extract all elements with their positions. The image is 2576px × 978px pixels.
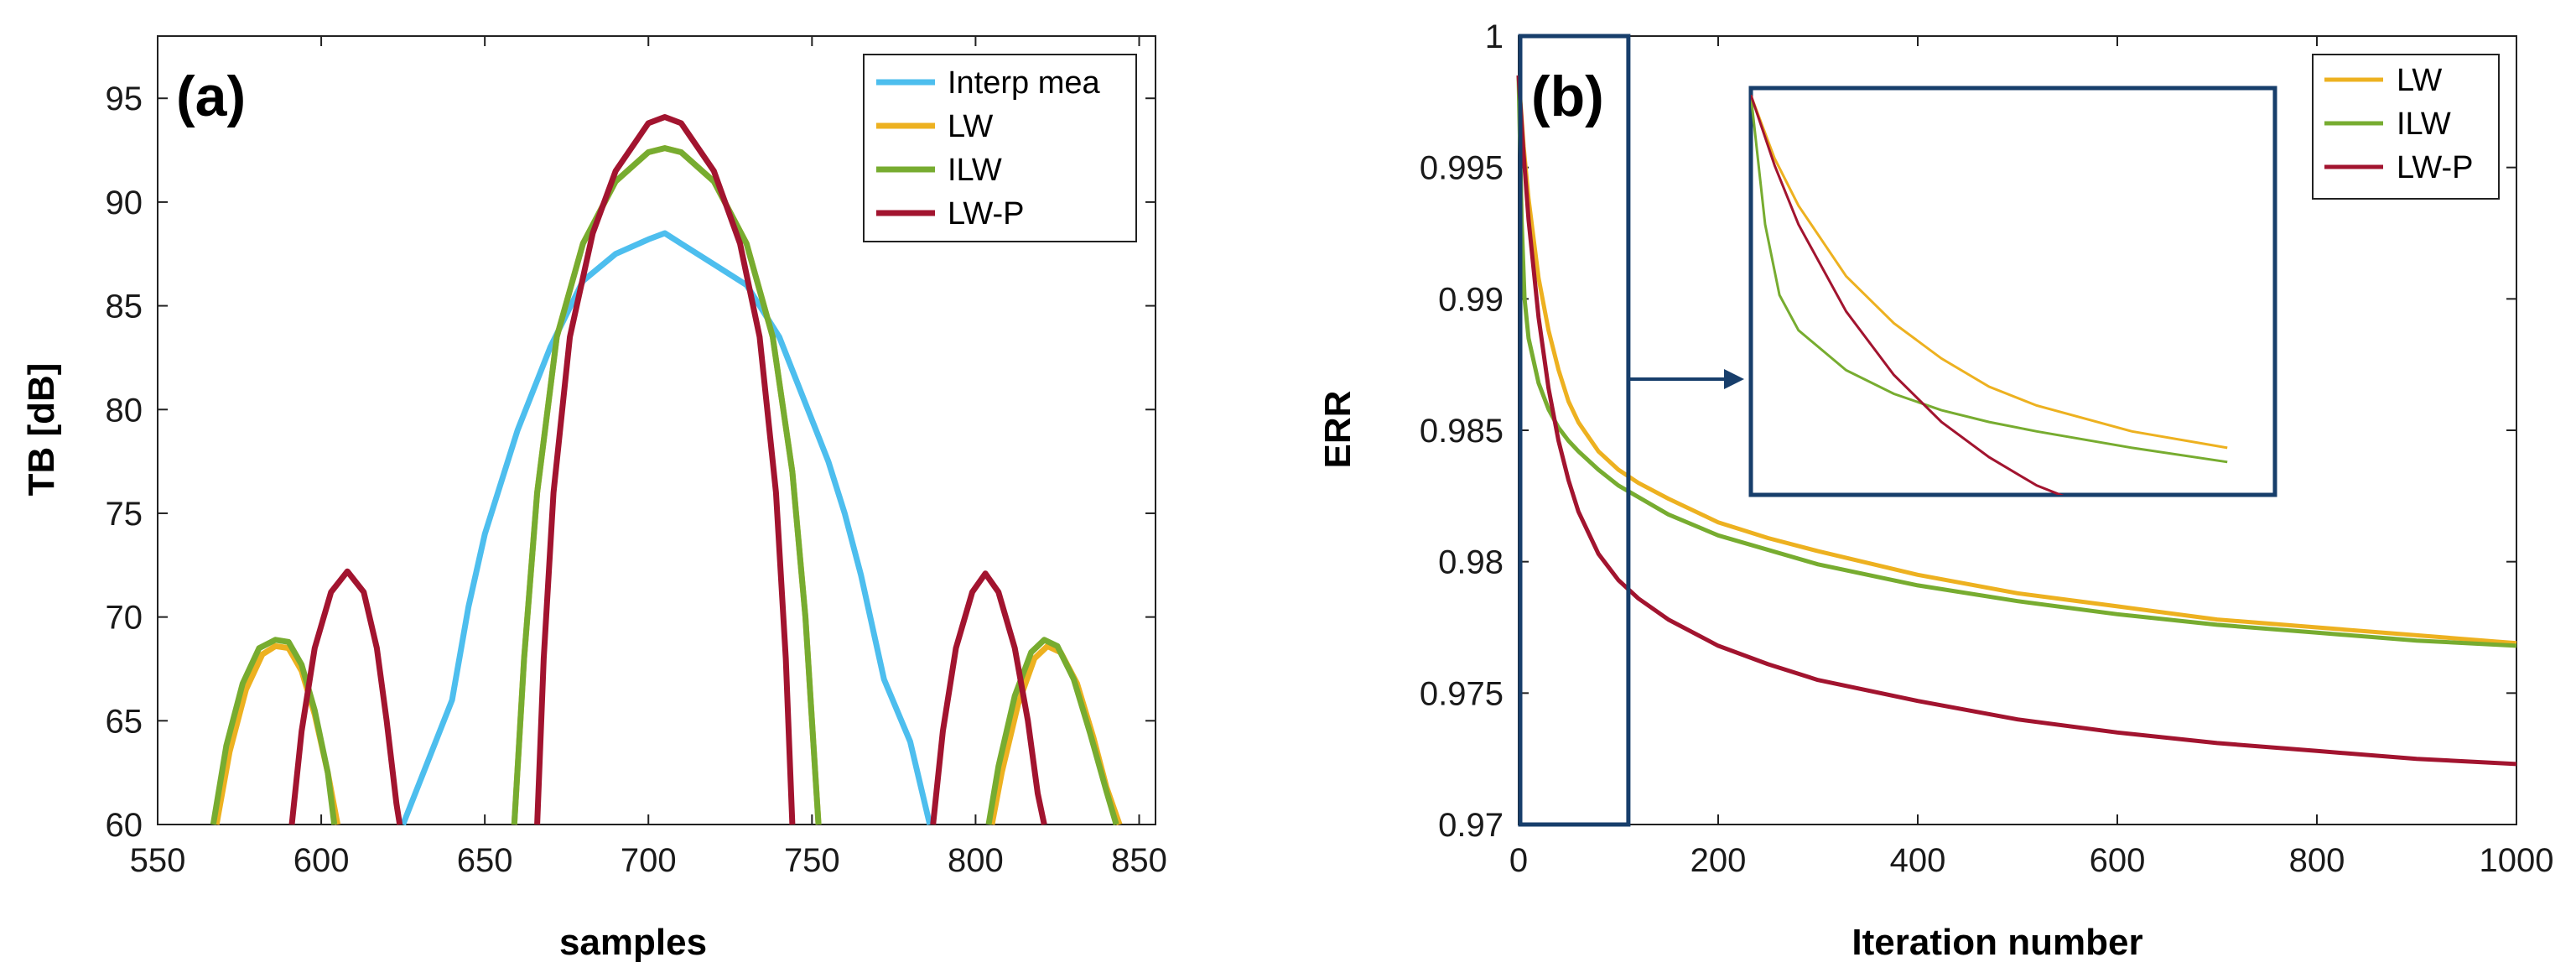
panel-a-x-tick-label: 550: [130, 842, 186, 879]
panel-a-y-tick-label: 90: [106, 185, 143, 221]
panel-b-y-axis-label: ERR: [1317, 391, 1358, 469]
panel-a-y-tick-label: 80: [106, 392, 143, 429]
panel-b-y-tick-label: 1: [1485, 18, 1504, 55]
panel-a-x-axis-label: samples: [559, 922, 707, 963]
panel-a-series-lw-p: [930, 570, 1047, 825]
panel-b-x-tick-label: 400: [1890, 842, 1946, 879]
panel-a-y-tick-label: 75: [106, 496, 143, 533]
panel-b-y-tick-label: 0.99: [1438, 281, 1504, 318]
panel-a-series-ilw: [210, 637, 338, 825]
panel-a-y-tick-label: 70: [106, 600, 143, 637]
panel-a-x-tick-label: 600: [293, 842, 350, 879]
panel-a-y-tick-label: 95: [106, 81, 143, 117]
panel-a-y-tick-label: 85: [106, 289, 143, 325]
panel-b-series-ilw: [1516, 75, 2517, 648]
panel-b-x-tick-label: 800: [2289, 842, 2345, 879]
panel-b-legend-label: LW-P: [2397, 150, 2474, 185]
panel-b-x-tick-label: 0: [1509, 842, 1528, 879]
panel-a-x-tick-label: 700: [621, 842, 677, 879]
panel-a-legend-label: Interp mea: [948, 65, 1101, 101]
panel-a-series-lw-p: [288, 568, 403, 825]
panel-b-chart: 0 200 400 600 800 1000 0.97 0.975 0.98 0.985 0.99 0…: [1317, 18, 2553, 963]
panel-b-label: (b): [1531, 65, 1604, 128]
zoom-inset-series-ilw: [1751, 95, 2228, 464]
panel-b-y-tick-label: 0.975: [1420, 675, 1504, 712]
panel-b-legend: LW ILW LW-P: [2312, 54, 2500, 200]
panel-b-ticks: 0 200 400 600 800 1000 0.97 0.975 0.98 0.985 0.99 0…: [1420, 18, 2554, 879]
panel-a-y-tick-label: 65: [106, 703, 143, 740]
panel-a-legend-label: LW: [948, 109, 993, 144]
zoom-arrow-head: [1724, 369, 1744, 389]
panel-a-ticks: 550 600 650 700 750 800 850 60 65 70 75 80 85 90 95: [106, 36, 1167, 879]
panel-a-legend: Interp mea LW ILW LW-P: [863, 54, 1137, 242]
panel-a-legend-label: LW-P: [948, 196, 1025, 231]
panel-a-series-ilw: [985, 637, 1119, 825]
panel-a-label: (a): [176, 65, 246, 128]
panel-b-series-lw: [1516, 75, 2517, 646]
panel-b-x-tick-label: 200: [1690, 842, 1747, 879]
panel-b-y-tick-label: 0.97: [1438, 807, 1504, 844]
panel-a-y-axis-label: TB [dB]: [21, 363, 62, 497]
panel-a-legend-label: ILW: [948, 153, 1002, 188]
panel-a-x-tick-label: 650: [457, 842, 513, 879]
panel-b-series: [1516, 75, 2517, 767]
panel-b-legend-label: LW: [2397, 63, 2442, 98]
panel-a-series-interp-mea: [400, 230, 933, 826]
panel-b-legend-label: ILW: [2397, 107, 2451, 142]
zoom-inset: [1748, 86, 2277, 497]
zoom-inset-series-lw-p: [1751, 94, 2064, 495]
panel-a-chart: 550 600 650 700 750 800 850 60 65 70 75 80 85 90 95 (a…: [21, 35, 1167, 963]
panel-a-x-tick-label: 850: [1111, 842, 1167, 879]
zoom-inset-series: [1751, 94, 2228, 495]
panel-a-x-tick-label: 800: [948, 842, 1004, 879]
panel-b-x-axis-label: Iteration number: [1852, 922, 2142, 963]
panel-b-y-tick-label: 0.98: [1438, 544, 1504, 581]
zoom-inset-frame: [1748, 86, 2277, 497]
panel-a-series: [210, 114, 1123, 826]
zoom-window-box: [1518, 34, 1631, 827]
zoom-inset-series-lw: [1751, 94, 2228, 450]
panel-b-x-tick-label: 1000: [2480, 842, 2554, 879]
panel-a-y-tick-label: 60: [106, 807, 143, 844]
panel-a-series-ilw: [511, 145, 822, 825]
panel-b-series-lw-p: [1516, 75, 2517, 767]
panel-a-x-tick-label: 750: [784, 842, 840, 879]
panel-b-y-tick-label: 0.985: [1420, 413, 1504, 450]
panel-a-series-lw-p: [534, 114, 796, 825]
panel-b-x-tick-label: 600: [2090, 842, 2146, 879]
panel-b-y-tick-label: 0.995: [1420, 150, 1504, 187]
